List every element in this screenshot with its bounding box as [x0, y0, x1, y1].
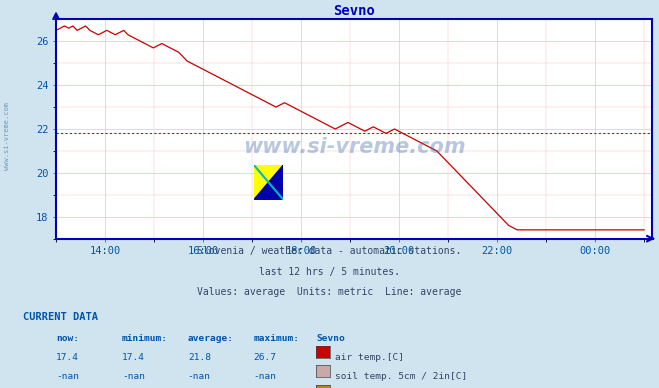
Text: CURRENT DATA: CURRENT DATA: [23, 312, 98, 322]
Text: -nan: -nan: [188, 372, 211, 381]
Polygon shape: [254, 165, 283, 200]
Text: -nan: -nan: [122, 372, 145, 381]
Text: average:: average:: [188, 334, 234, 343]
Text: 21.8: 21.8: [188, 353, 211, 362]
Text: 26.7: 26.7: [254, 353, 277, 362]
Text: minimum:: minimum:: [122, 334, 168, 343]
Title: Sevno: Sevno: [333, 4, 375, 18]
Text: Sevno: Sevno: [316, 334, 345, 343]
Text: now:: now:: [56, 334, 79, 343]
Text: -nan: -nan: [56, 372, 79, 381]
Text: last 12 hrs / 5 minutes.: last 12 hrs / 5 minutes.: [259, 267, 400, 277]
Text: soil temp. 5cm / 2in[C]: soil temp. 5cm / 2in[C]: [335, 372, 467, 381]
Text: www.si-vreme.com: www.si-vreme.com: [243, 137, 465, 156]
Text: 17.4: 17.4: [56, 353, 79, 362]
Text: -nan: -nan: [254, 372, 277, 381]
Text: 17.4: 17.4: [122, 353, 145, 362]
Text: www.si-vreme.com: www.si-vreme.com: [3, 102, 10, 170]
Text: air temp.[C]: air temp.[C]: [335, 353, 404, 362]
Polygon shape: [254, 165, 283, 200]
Text: Slovenia / weather data - automatic stations.: Slovenia / weather data - automatic stat…: [197, 246, 462, 256]
Polygon shape: [254, 165, 283, 200]
Text: Values: average  Units: metric  Line: average: Values: average Units: metric Line: aver…: [197, 287, 462, 297]
Text: maximum:: maximum:: [254, 334, 300, 343]
